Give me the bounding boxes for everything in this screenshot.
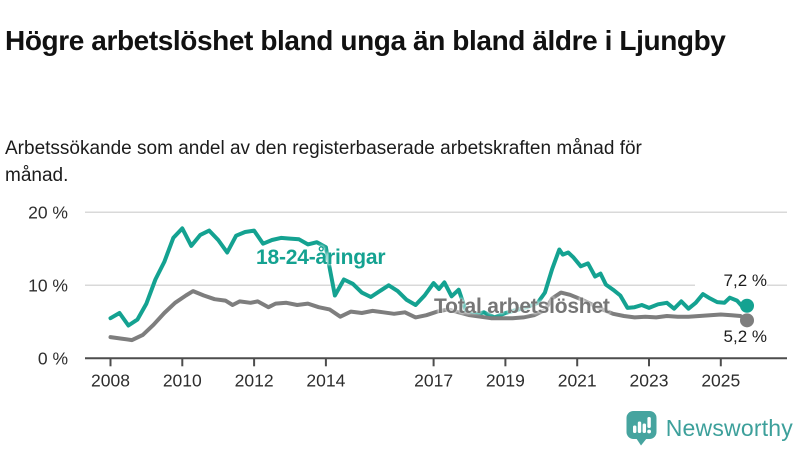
series-line-young	[108, 226, 749, 328]
end-value-label-total: 5,2 %	[723, 327, 767, 346]
x-tick-label: 2023	[630, 370, 669, 390]
y-tick-label: 10 %	[28, 275, 68, 295]
endpoint-dot-young	[740, 298, 755, 313]
newsworthy-logo[interactable]: Newsworthy	[626, 410, 793, 446]
y-tick-label: 20 %	[28, 202, 68, 222]
x-tick-label: 2025	[701, 370, 740, 390]
x-tick-label: 2019	[486, 370, 525, 390]
series-label-young: 18-24-åringar	[256, 246, 386, 269]
series-label-total: Total arbetslöshet	[434, 295, 610, 318]
x-tick-label: 2010	[163, 370, 202, 390]
x-tick-label: 2021	[558, 370, 597, 390]
line-chart: 2008 2010 2012 2014 2017 2019 2021 2023 2025 0 % 1…	[28, 202, 787, 390]
series-line-total	[108, 289, 749, 343]
page-title: Högre arbetslöshet bland unga än bland ä…	[5, 24, 726, 56]
x-tick-label: 2014	[306, 370, 345, 390]
endpoint-dot-total	[740, 313, 755, 328]
bar-chart-speech-bubble-icon	[626, 411, 657, 446]
y-tick-label: 0 %	[38, 348, 68, 368]
chart-subtitle: Arbetssökande som andel av den registerb…	[5, 138, 642, 186]
x-tick-label: 2012	[235, 370, 274, 390]
brand-name: Newsworthy	[665, 414, 793, 441]
end-value-label-young: 7,2 %	[695, 271, 767, 291]
x-tick-label: 2008	[91, 370, 130, 390]
x-tick-label: 2017	[414, 370, 453, 390]
